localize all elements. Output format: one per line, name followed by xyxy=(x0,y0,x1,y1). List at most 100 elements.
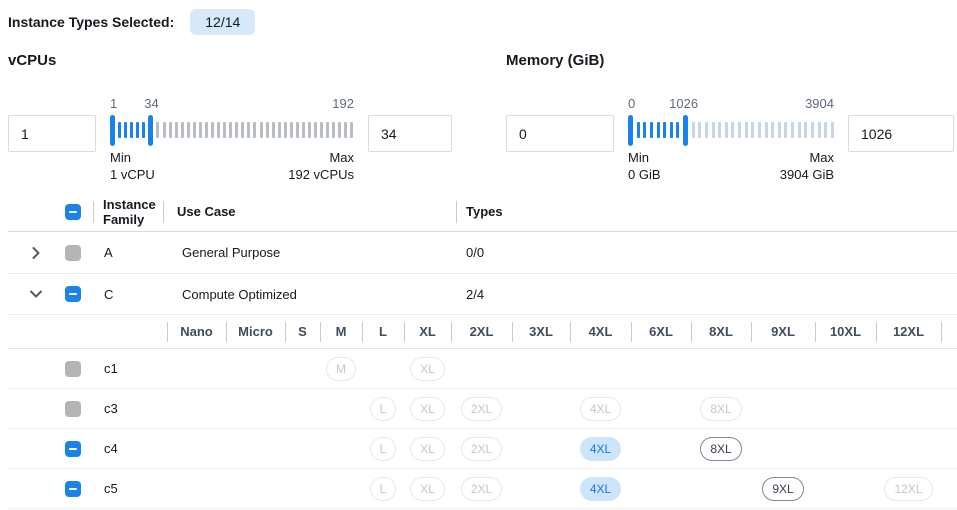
slider-handle-min[interactable] xyxy=(110,114,115,146)
size-chip-c5-12xl: 12XL xyxy=(884,476,933,501)
size-cell-10xl xyxy=(815,429,876,468)
memory-scale-current: 1026 xyxy=(669,96,699,111)
family-row-C: C Compute Optimized 2/4 xyxy=(8,274,957,315)
memory-min-caption: Min xyxy=(628,150,649,165)
slider-tick-inactive xyxy=(265,122,269,138)
size-cell-6xl xyxy=(631,389,691,428)
size-cell-xl: XL xyxy=(404,349,451,388)
memory-max-value: 3904 GiB xyxy=(779,167,834,182)
vcpu-slider-captions: Min 1 vCPU Max 192 vCPUs xyxy=(110,149,354,183)
slider-tick-inactive xyxy=(156,122,160,138)
slider-tick-inactive xyxy=(192,122,196,138)
memory-slider-captions: Min 0 GiB Max 3904 GiB xyxy=(628,149,834,183)
vcpu-slider-track[interactable] xyxy=(110,114,354,146)
size-column-header-s: S xyxy=(285,315,320,348)
size-cell-9xl xyxy=(751,349,815,388)
slider-tick-inactive xyxy=(253,122,257,138)
vcpu-max-input[interactable] xyxy=(368,115,452,152)
slider-tick-active xyxy=(663,122,667,138)
size-chip-c5-9xl[interactable]: 9XL xyxy=(762,476,804,501)
slider-tick-inactive xyxy=(751,122,755,138)
use-case: Compute Optimized xyxy=(182,286,297,302)
vcpu-min-input[interactable] xyxy=(8,115,96,152)
memory-slider[interactable]: 0 1026 3904 Min 0 GiB Max 3904 GiB xyxy=(628,96,834,183)
vcpu-min-caption: Min xyxy=(110,150,131,165)
size-chip-c5-xl: XL xyxy=(410,476,445,501)
size-cell-micro xyxy=(226,389,285,428)
size-cell-m: M xyxy=(320,349,362,388)
memory-min-input[interactable] xyxy=(506,115,614,152)
size-column-header-8xl: 8XL xyxy=(691,315,751,348)
chevron-down-icon[interactable] xyxy=(8,286,56,302)
size-chip-c4-4xl[interactable]: 4XL xyxy=(579,436,622,461)
size-cell-s xyxy=(285,389,320,428)
slider-tick-inactive xyxy=(791,122,794,138)
types-count: 0/0 xyxy=(466,245,485,260)
size-cell-xl: XL xyxy=(404,469,451,508)
vcpu-slider[interactable]: 1 34 192 Min 1 vCPU Max 192 vCPUs xyxy=(110,96,354,183)
slider-handle-max[interactable] xyxy=(683,114,688,146)
memory-slider-track[interactable] xyxy=(628,114,834,146)
slider-tick-active xyxy=(636,122,640,138)
slider-handle-min[interactable] xyxy=(628,114,633,146)
size-column-header-nano: Nano xyxy=(167,315,226,348)
vcpu-filter: vCPUs 1 34 192 Min 1 vCPU xyxy=(8,44,452,183)
size-chip-c3-2xl: 2XL xyxy=(460,396,503,421)
size-cell-3xl xyxy=(512,349,570,388)
slider-tick-inactive xyxy=(259,122,263,138)
slider-tick-active xyxy=(136,122,140,138)
instance-family-table: Instance Family Use Case Types A General … xyxy=(8,192,957,509)
size-row-checkbox[interactable] xyxy=(65,440,81,457)
family-checkbox[interactable] xyxy=(65,244,81,261)
slider-tick-inactive xyxy=(784,122,788,138)
selection-summary: Instance Types Selected: 12/14 xyxy=(8,0,957,44)
size-chip-c5-4xl[interactable]: 4XL xyxy=(579,476,622,501)
table-header-row: Instance Family Use Case Types xyxy=(8,192,957,232)
slider-tick-inactive xyxy=(271,122,275,138)
slider-handle-max[interactable] xyxy=(148,114,154,146)
size-cell-micro xyxy=(226,349,285,388)
size-row-c1: c1 M XL xyxy=(8,349,957,389)
slider-tick-active xyxy=(669,122,673,138)
size-cell-12xl xyxy=(876,349,941,388)
slider-tick-active xyxy=(142,122,146,138)
memory-scale-max: 3904 xyxy=(805,96,834,111)
column-header-instance-family: Instance Family xyxy=(93,192,163,231)
size-cell-9xl: 9XL xyxy=(751,469,815,508)
size-column-header-xl: XL xyxy=(404,315,451,348)
family-checkbox[interactable] xyxy=(65,286,81,302)
vcpu-max-value: 192 vCPUs xyxy=(288,167,354,182)
size-row-checkbox[interactable] xyxy=(65,480,81,497)
size-column-header-12xl: 12XL xyxy=(876,315,941,348)
size-cell-s xyxy=(285,349,320,388)
size-cell-9xl xyxy=(751,429,815,468)
size-cell-6xl xyxy=(631,469,691,508)
slider-tick-inactive xyxy=(711,122,715,138)
slider-tick-inactive xyxy=(326,122,330,138)
size-header-trailing-separator xyxy=(941,315,957,348)
size-cell-xl: XL xyxy=(404,429,451,468)
size-chip-c4-8xl[interactable]: 8XL xyxy=(700,436,742,461)
size-row-checkbox[interactable] xyxy=(65,360,81,377)
memory-max-input[interactable] xyxy=(848,115,954,152)
size-chip-c4-l: L xyxy=(369,436,397,461)
slider-tick-inactive xyxy=(211,122,214,138)
size-column-header-l: L xyxy=(362,315,404,348)
size-row-checkbox[interactable] xyxy=(65,400,81,417)
column-header-use-case: Use Case xyxy=(163,192,456,231)
size-cell-4xl: 4XL xyxy=(570,469,631,508)
slider-tick-inactive xyxy=(174,122,178,138)
size-column-header-3xl: 3XL xyxy=(512,315,570,348)
size-cell-l xyxy=(362,349,404,388)
size-row-c3: c3 L XL 2XL 4XL 8XL xyxy=(8,389,957,429)
chevron-right-icon[interactable] xyxy=(8,245,56,261)
size-cell-nano xyxy=(167,429,226,468)
size-chip-c3-4xl: 4XL xyxy=(579,396,622,421)
memory-max-caption: Max xyxy=(809,150,834,165)
size-cell-m xyxy=(320,429,362,468)
selected-count-label: Instance Types Selected: xyxy=(8,14,175,30)
size-cell-l: L xyxy=(362,469,404,508)
memory-min-value: 0 GiB xyxy=(628,167,661,182)
select-all-checkbox[interactable] xyxy=(65,203,81,220)
slider-tick-inactive xyxy=(204,122,208,138)
